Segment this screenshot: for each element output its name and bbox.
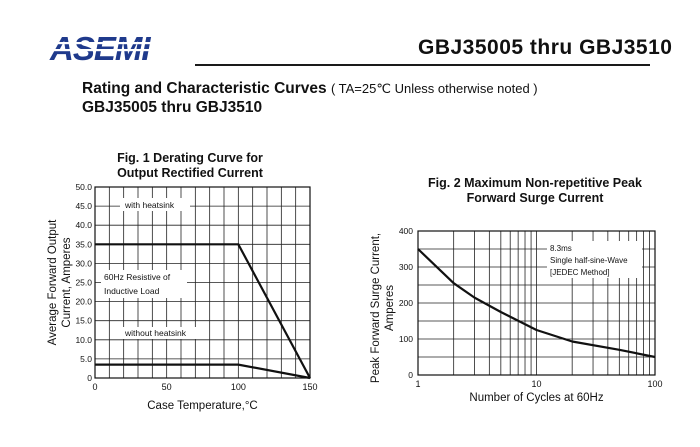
fig2-ytick-label: 0 bbox=[408, 370, 413, 380]
fig2-annotation: 8.3ms bbox=[550, 244, 572, 253]
fig1-ytick-label: 40.0 bbox=[75, 220, 92, 230]
fig2-title-line2: Forward Surge Current bbox=[466, 191, 604, 205]
fig1-xtick-label: 0 bbox=[92, 382, 97, 392]
fig1-ytick-label: 10.0 bbox=[75, 335, 92, 345]
fig1-title: Fig. 1 Derating Curve for Output Rectifi… bbox=[60, 151, 320, 181]
fig1-xtick-label: 150 bbox=[302, 382, 317, 392]
fig2-title: Fig. 2 Maximum Non-repetitive Peak Forwa… bbox=[385, 176, 685, 206]
page-condition: ( TA=25℃ Unless otherwise noted ) bbox=[330, 81, 538, 96]
fig1-xaxis-label: Case Temperature,°C bbox=[147, 400, 258, 412]
fig2-ytick-label: 300 bbox=[399, 262, 413, 272]
fig1-annotation: 60Hz Resistive of bbox=[104, 272, 171, 282]
fig2-label-bg bbox=[547, 241, 642, 278]
svg-text:ASEMI: ASEMI bbox=[49, 32, 151, 66]
fig1-ytick-label: 50.0 bbox=[75, 182, 92, 192]
fig2-series-line bbox=[417, 248, 656, 359]
fig1-yaxis-label-line2: Current, Amperes bbox=[61, 237, 73, 327]
fig2-yaxis-label-line2: Amperes bbox=[384, 285, 396, 331]
fig2-xtick-label: 100 bbox=[647, 379, 662, 389]
fig1-label-bg bbox=[120, 327, 208, 339]
fig1-ytick-label: 35.0 bbox=[75, 239, 92, 249]
fig1-label-bg bbox=[101, 270, 187, 298]
fig1-ytick-label: 45.0 bbox=[75, 201, 92, 211]
fig2-ytick-label: 400 bbox=[399, 226, 413, 236]
fig2-plot-frame bbox=[417, 230, 656, 376]
fig2-xaxis-label: Number of Cycles at 60Hz bbox=[469, 392, 603, 404]
fig2-yaxis-label-line1: Peak Forward Surge Current, bbox=[370, 233, 382, 383]
fig1-yaxis-label-line1: Average Forward Output bbox=[47, 219, 59, 346]
fig1-ytick-label: 0 bbox=[87, 373, 92, 383]
fig2-ytick-label: 100 bbox=[399, 334, 413, 344]
page-title: Rating and Characteristic Curves ( TA=25… bbox=[82, 80, 538, 98]
part-range-title: GBJ35005 thru GBJ3510 bbox=[418, 36, 673, 59]
fig1-ytick-label: 30.0 bbox=[75, 258, 92, 268]
fig2-xtick-label: 10 bbox=[531, 379, 541, 389]
fig2-ytick-label: 200 bbox=[399, 298, 413, 308]
fig1-series-label: without heatsink bbox=[124, 328, 187, 338]
fig1-plot-frame bbox=[94, 186, 311, 379]
fig1-xtick-label: 100 bbox=[231, 382, 246, 392]
fig2-title-line1: Fig. 2 Maximum Non-repetitive Peak bbox=[428, 176, 642, 190]
fig1-annotation: Inductive Load bbox=[104, 286, 160, 296]
page-title-text: Rating and Characteristic Curves bbox=[82, 80, 327, 97]
page-subtitle: GBJ35005 thru GBJ3510 bbox=[82, 99, 263, 116]
fig2-xtick-label: 1 bbox=[415, 379, 420, 389]
fig1-ytick-label: 15.0 bbox=[75, 316, 92, 326]
fig1-ytick-label: 5.0 bbox=[80, 354, 92, 364]
fig2-annotation: Single half-sine-Wave bbox=[550, 256, 628, 265]
fig1-ytick-label: 20.0 bbox=[75, 297, 92, 307]
fig1-title-line2: Output Rectified Current bbox=[117, 166, 263, 180]
fig2-annotation: [JEDEC Method] bbox=[550, 268, 610, 277]
fig1-title-line1: Fig. 1 Derating Curve for bbox=[117, 151, 263, 165]
fig1-series-line bbox=[95, 363, 311, 380]
fig1-series-label: with heatsink bbox=[124, 200, 175, 210]
asemi-logo: ASEMI bbox=[48, 30, 188, 71]
fig1-ytick-label: 25.0 bbox=[75, 278, 92, 288]
fig1-label-bg bbox=[120, 198, 190, 211]
header-rule bbox=[195, 64, 650, 66]
fig1-xtick-label: 50 bbox=[162, 382, 172, 392]
fig1-series-line bbox=[95, 243, 311, 379]
